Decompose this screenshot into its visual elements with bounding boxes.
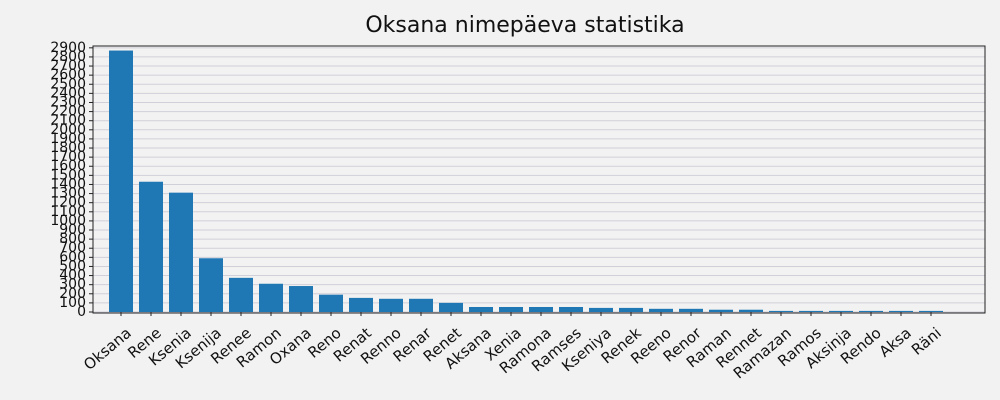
y-tick-label: 2100 [50,113,86,129]
bar [589,307,613,312]
bar [919,310,943,312]
y-tick-label: 2500 [50,76,86,92]
bar [709,309,733,312]
bar [469,306,493,312]
y-tick-label: 1000 [50,213,86,229]
chart-title: Oksana nimepäeva statistika [365,13,684,38]
bar [319,294,343,312]
bar [109,50,133,312]
bar [739,309,763,312]
y-tick-label: 2400 [50,85,86,101]
y-tick-label: 100 [59,295,86,311]
bar [439,302,463,312]
bar [679,308,703,312]
bar [199,258,223,312]
y-tick-label: 2800 [50,49,86,65]
bar [649,308,673,312]
bar [559,306,583,312]
bar [229,277,253,312]
bar [499,306,523,312]
bar [619,307,643,312]
bar [769,310,793,312]
y-tick-label: 1500 [50,167,86,183]
y-tick-label: 300 [59,277,86,293]
y-tick-label: 2200 [50,104,86,120]
bar [259,283,283,312]
bar [859,310,883,312]
y-tick-label: 2700 [50,58,86,74]
y-tick-label: 1300 [50,186,86,202]
bar [349,297,373,312]
bar [289,286,313,312]
y-tick-label: 0 [77,304,86,320]
y-tick-label: 2300 [50,94,86,110]
y-tick-label: 900 [59,222,86,238]
bar [139,181,163,312]
bar [379,298,403,312]
y-tick-label: 800 [59,231,86,247]
y-tick-label: 1600 [50,158,86,174]
y-tick-label: 1100 [50,204,86,220]
bar [409,298,433,312]
y-tick-label: 200 [59,286,86,302]
y-tick-label: 1900 [50,131,86,147]
bar [529,306,553,312]
bar [829,310,853,312]
y-tick-label: 400 [59,268,86,284]
y-tick-label: 600 [59,249,86,265]
y-tick-label: 1400 [50,176,86,192]
y-tick-label: 1800 [50,140,86,156]
y-tick-label: 700 [59,240,86,256]
y-tick-label: 2000 [50,122,86,138]
plot-frame [92,45,986,314]
y-tick-label: 1700 [50,149,86,165]
bar [169,192,193,312]
bar [889,310,913,312]
y-tick-label: 1200 [50,195,86,211]
bar [799,310,823,312]
y-tick-label: 500 [59,258,86,274]
y-tick-label: 2600 [50,67,86,83]
y-tick-label: 2900 [50,40,86,56]
